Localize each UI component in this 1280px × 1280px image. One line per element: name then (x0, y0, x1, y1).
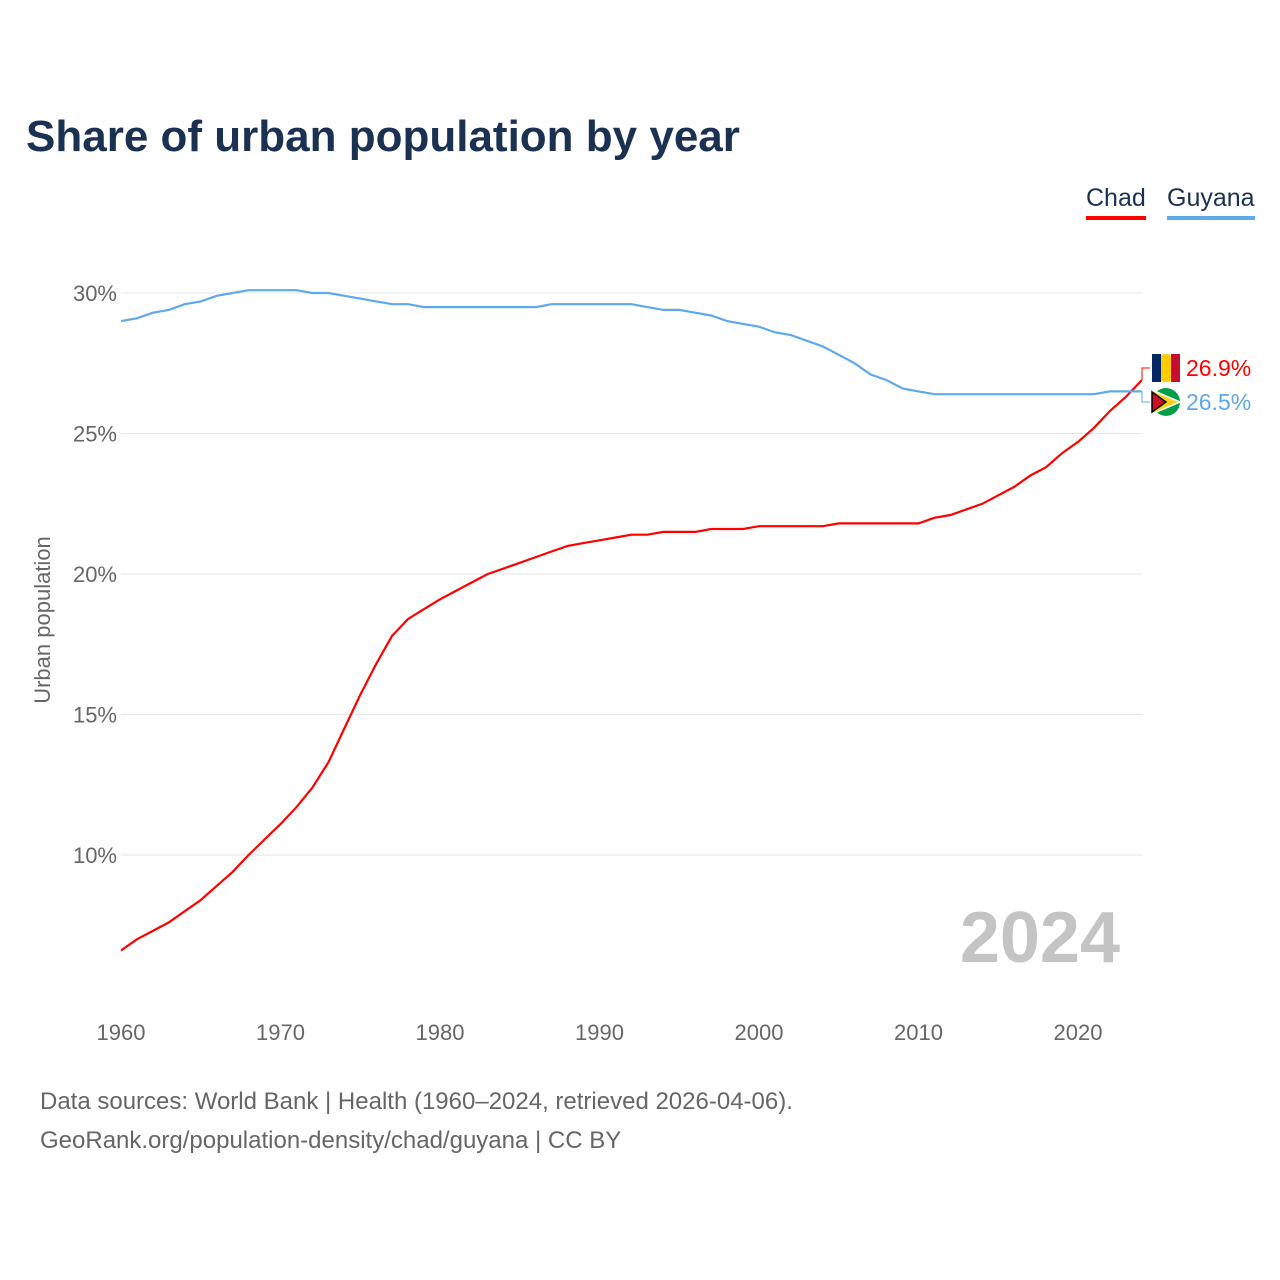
y-tick-label: 30% (73, 281, 117, 306)
y-tick-label: 25% (73, 422, 117, 447)
flag-triangle (1151, 390, 1168, 414)
x-tick-label: 1960 (97, 1020, 146, 1045)
flag-stripe (1152, 354, 1161, 382)
y-tick-label: 20% (73, 562, 117, 587)
end-label-guyana: 26.5% (1186, 389, 1251, 415)
legend-chad[interactable]: Chad (1086, 184, 1146, 220)
footer-sources: Data sources: World Bank | Health (1960–… (40, 1088, 793, 1115)
x-tick-label: 1970 (256, 1020, 305, 1045)
y-axis-label: Urban population (30, 536, 55, 704)
series-line-chad (120, 379, 1143, 952)
x-tick-label: 2010 (894, 1020, 943, 1045)
x-tick-label: 2020 (1054, 1020, 1103, 1045)
chart-title: Share of urban population by year (26, 112, 740, 161)
y-tick-label: 15% (73, 703, 117, 728)
x-tick-label: 1980 (416, 1020, 465, 1045)
label-connector (1141, 391, 1150, 403)
series-line-guyana (120, 289, 1142, 396)
y-tick-label: 10% (73, 843, 117, 868)
flag-stripe (1171, 354, 1180, 382)
legend-guyana[interactable]: Guyana (1167, 184, 1255, 220)
end-label-chad: 26.9% (1186, 355, 1251, 381)
label-connector (1141, 367, 1150, 381)
x-tick-label: 2000 (735, 1020, 784, 1045)
year-watermark: 2024 (960, 898, 1120, 978)
footer-url: GeoRank.org/population-density/chad/guya… (40, 1127, 622, 1154)
x-tick-label: 1990 (575, 1020, 624, 1045)
